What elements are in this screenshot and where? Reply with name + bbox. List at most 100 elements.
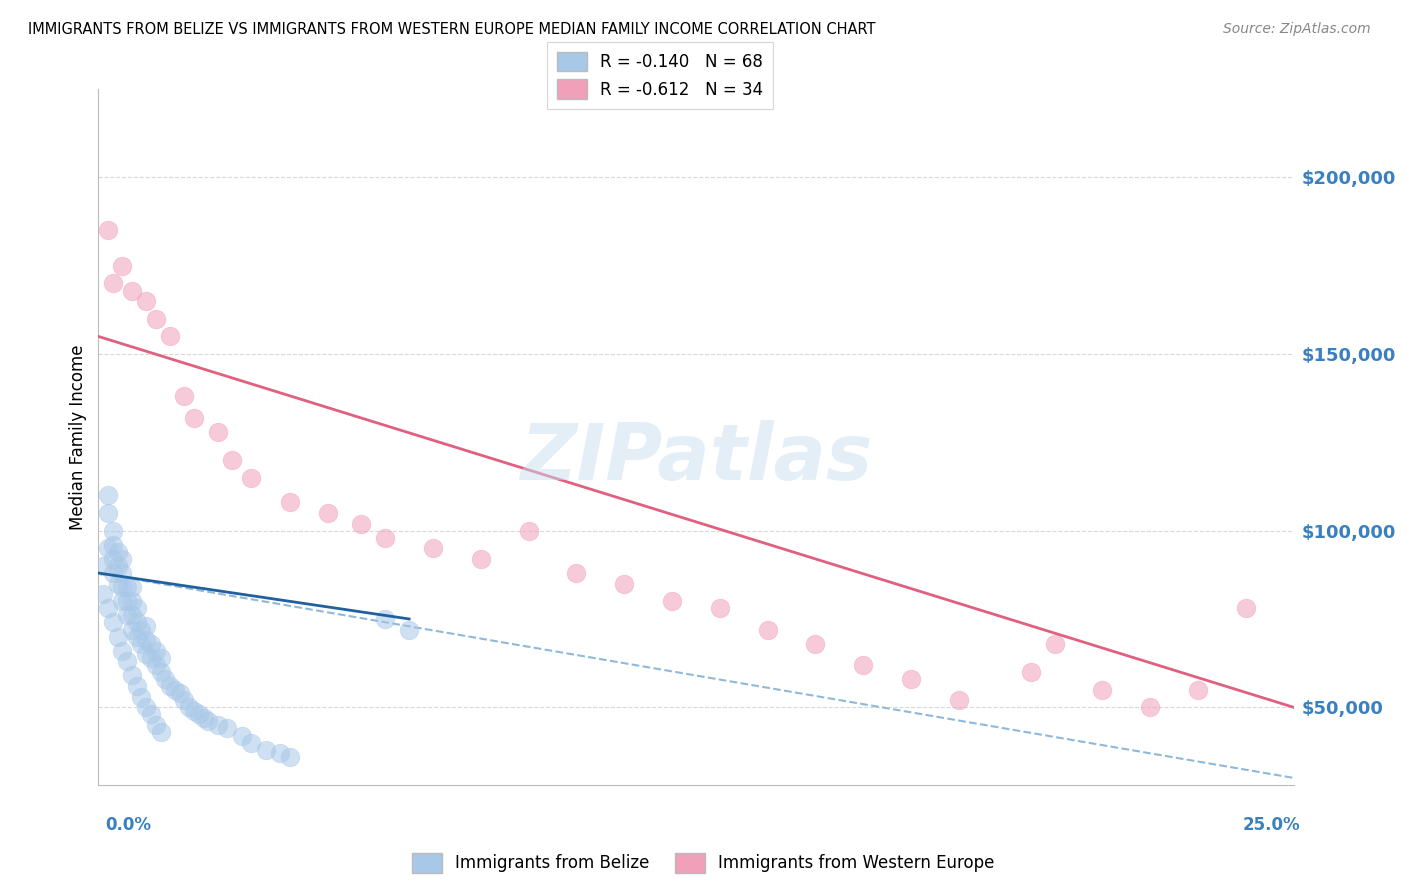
Point	[139, 637, 162, 651]
Point	[101, 277, 124, 291]
Point	[183, 410, 205, 425]
Point	[111, 259, 134, 273]
Point	[121, 608, 143, 623]
Point	[97, 541, 120, 556]
Point	[173, 389, 195, 403]
Point	[115, 654, 138, 668]
Point	[91, 559, 114, 574]
Point	[149, 665, 172, 679]
Text: 25.0%: 25.0%	[1243, 816, 1301, 834]
Point	[179, 700, 201, 714]
Point	[422, 541, 444, 556]
Point	[1091, 682, 1114, 697]
Point	[97, 506, 120, 520]
Text: Source: ZipAtlas.com: Source: ZipAtlas.com	[1223, 22, 1371, 37]
Point	[111, 552, 134, 566]
Point	[1139, 700, 1161, 714]
Point	[804, 637, 827, 651]
Point	[254, 742, 277, 756]
Point	[131, 690, 153, 704]
Point	[207, 718, 229, 732]
Point	[135, 633, 157, 648]
Point	[193, 711, 215, 725]
Point	[101, 538, 124, 552]
Point	[97, 223, 120, 237]
Point	[121, 594, 143, 608]
Point	[145, 644, 167, 658]
Point	[91, 587, 114, 601]
Point	[278, 749, 301, 764]
Point	[1234, 601, 1257, 615]
Point	[240, 471, 263, 485]
Text: 0.0%: 0.0%	[105, 816, 152, 834]
Point	[316, 506, 339, 520]
Point	[135, 619, 157, 633]
Point	[470, 552, 492, 566]
Point	[139, 650, 162, 665]
Point	[374, 531, 396, 545]
Point	[398, 623, 420, 637]
Point	[197, 714, 219, 729]
Point	[111, 594, 134, 608]
Point	[135, 648, 157, 662]
Point	[131, 623, 153, 637]
Point	[240, 735, 263, 749]
Text: IMMIGRANTS FROM BELIZE VS IMMIGRANTS FROM WESTERN EUROPE MEDIAN FAMILY INCOME CO: IMMIGRANTS FROM BELIZE VS IMMIGRANTS FRO…	[28, 22, 876, 37]
Point	[756, 623, 779, 637]
Point	[159, 679, 181, 693]
Point	[115, 594, 138, 608]
Point	[613, 576, 636, 591]
Point	[900, 672, 922, 686]
Point	[278, 495, 301, 509]
Point	[135, 700, 157, 714]
Point	[107, 545, 129, 559]
Point	[101, 615, 124, 630]
Text: ZIPatlas: ZIPatlas	[520, 420, 872, 496]
Point	[107, 630, 129, 644]
Point	[125, 615, 148, 630]
Point	[135, 294, 157, 309]
Point	[125, 601, 148, 615]
Point	[269, 746, 291, 760]
Point	[145, 311, 167, 326]
Point	[207, 425, 229, 439]
Legend: Immigrants from Belize, Immigrants from Western Europe: Immigrants from Belize, Immigrants from …	[405, 847, 1001, 880]
Point	[145, 718, 167, 732]
Point	[121, 284, 143, 298]
Point	[115, 580, 138, 594]
Point	[107, 559, 129, 574]
Point	[709, 601, 731, 615]
Point	[121, 580, 143, 594]
Point	[374, 612, 396, 626]
Point	[155, 672, 177, 686]
Point	[517, 524, 540, 538]
Point	[350, 516, 373, 531]
Point	[173, 693, 195, 707]
Point	[115, 608, 138, 623]
Point	[121, 668, 143, 682]
Point	[1043, 637, 1066, 651]
Point	[125, 679, 148, 693]
Point	[101, 552, 124, 566]
Point	[111, 580, 134, 594]
Point	[948, 693, 970, 707]
Point	[131, 637, 153, 651]
Point	[111, 644, 134, 658]
Point	[1187, 682, 1209, 697]
Point	[163, 682, 186, 697]
Point	[1019, 665, 1042, 679]
Point	[169, 686, 191, 700]
Point	[159, 329, 181, 343]
Point	[107, 576, 129, 591]
Point	[187, 707, 209, 722]
Point	[125, 630, 148, 644]
Point	[121, 623, 143, 637]
Point	[183, 704, 205, 718]
Point	[97, 488, 120, 502]
Point	[145, 657, 167, 672]
Point	[101, 566, 124, 580]
Point	[221, 453, 243, 467]
Point	[149, 725, 172, 739]
Point	[565, 566, 588, 580]
Point	[149, 650, 172, 665]
